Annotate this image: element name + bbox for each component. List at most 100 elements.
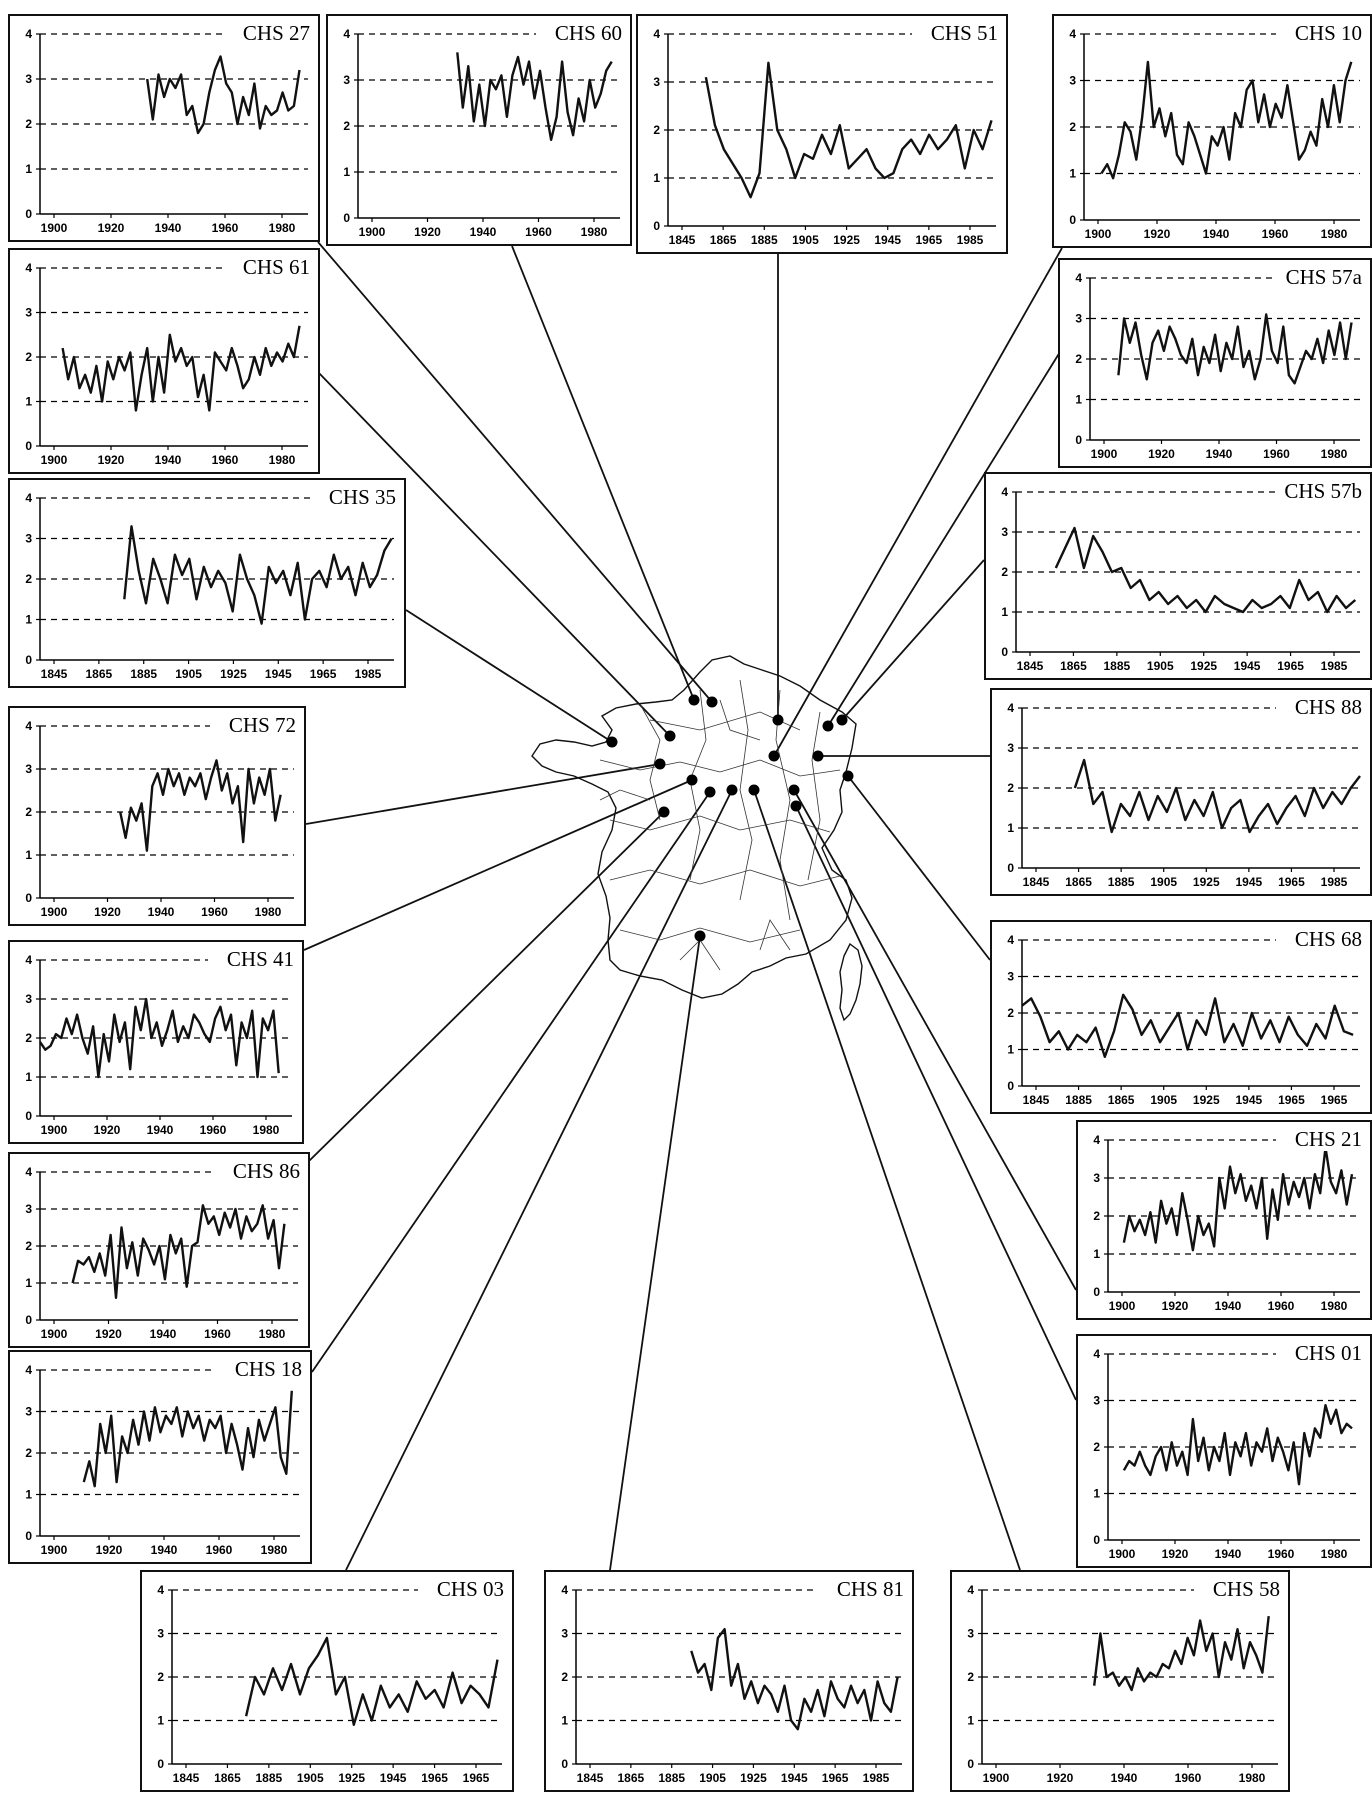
chart-svg-chs-41: 0 1 2 3 4 1900 1920 1940 1960 1980 CHS 41 <box>25 945 298 1137</box>
y-tick-label: 3 <box>1007 970 1014 984</box>
department-border <box>619 927 801 943</box>
y-tick-label: 4 <box>1075 271 1082 285</box>
chart-svg-chs-03: 0 1 2 3 4 1845 1865 1885 1905 1925 1945 1965 1965 CHS… <box>157 1575 508 1785</box>
y-tick-label: 4 <box>25 1363 32 1377</box>
x-tick-label: 1865 <box>1065 875 1092 889</box>
x-tick-label: 1905 <box>1150 875 1177 889</box>
corsica-outline <box>839 942 863 1022</box>
connector-chs-03 <box>345 789 733 1571</box>
chart-panel-chs-35: 0 1 2 3 4 1845 1865 1885 1905 1925 1945 1965 1985 CHS… <box>8 478 406 688</box>
y-tick-label: 0 <box>25 653 32 667</box>
department-border <box>719 699 761 741</box>
x-tick-label: 1885 <box>256 1771 283 1785</box>
x-tick-label: 1925 <box>220 667 247 681</box>
y-tick-label: 4 <box>25 953 32 967</box>
chart-svg-chs-60: 0 1 2 3 4 1900 1920 1940 1960 1980 CHS 60 <box>343 19 626 239</box>
station-dot-chs-58 <box>748 784 760 796</box>
chart-svg-chs-21: 0 1 2 3 4 1900 1920 1940 1960 1980 CHS 21 <box>1093 1125 1366 1313</box>
x-tick-label: 1885 <box>1108 875 1135 889</box>
y-tick-label: 1 <box>25 1488 32 1502</box>
y-tick-label: 2 <box>1007 781 1014 795</box>
x-tick-label: 1845 <box>1023 1093 1050 1107</box>
x-tick-label: 1920 <box>1047 1771 1074 1785</box>
y-tick-label: 4 <box>1093 1347 1100 1361</box>
y-tick-label: 0 <box>25 1313 32 1327</box>
x-tick-label: 1980 <box>1321 227 1348 241</box>
department-border <box>599 789 651 801</box>
x-tick-label: 1945 <box>1236 1093 1263 1107</box>
x-tick-label: 1960 <box>201 905 228 919</box>
y-tick-label: 0 <box>1069 213 1076 227</box>
station-dot-chs-68 <box>842 770 854 782</box>
x-tick-label: 1920 <box>94 1123 121 1137</box>
y-tick-label: 4 <box>25 719 32 733</box>
department-border <box>609 869 841 887</box>
connector-chs-18 <box>311 791 711 1373</box>
series-line-chs-86 <box>71 1204 286 1299</box>
connector-chs-41 <box>303 779 693 951</box>
x-tick-label: 1980 <box>253 1123 280 1137</box>
y-tick-label: 4 <box>1093 1133 1100 1147</box>
x-tick-label: 1960 <box>1268 1299 1295 1313</box>
x-tick-label: 1965 <box>1321 1093 1348 1107</box>
chart-panel-chs-01: 0 1 2 3 4 1900 1920 1940 1960 1980 CHS 01 <box>1076 1334 1372 1568</box>
x-tick-label: 1985 <box>1321 659 1348 673</box>
y-tick-label: 0 <box>25 207 32 221</box>
station-dot-chs-61 <box>664 730 676 742</box>
y-tick-label: 0 <box>1093 1533 1100 1547</box>
y-tick-label: 2 <box>157 1670 164 1684</box>
connector-chs-72 <box>305 763 661 825</box>
x-tick-label: 1965 <box>310 667 337 681</box>
chart-title: CHS 58 <box>1213 1577 1280 1601</box>
x-tick-label: 1900 <box>1109 1299 1136 1313</box>
y-tick-label: 1 <box>157 1714 164 1728</box>
x-tick-label: 1960 <box>200 1123 227 1137</box>
y-tick-label: 4 <box>967 1583 974 1597</box>
department-border <box>739 679 753 901</box>
x-tick-label: 1905 <box>792 233 819 247</box>
station-dot-chs-35 <box>606 736 618 748</box>
y-tick-label: 1 <box>25 848 32 862</box>
y-tick-label: 3 <box>25 72 32 86</box>
x-tick-label: 1985 <box>863 1771 890 1785</box>
series-line-chs-41 <box>39 997 280 1079</box>
x-tick-label: 1905 <box>1147 659 1174 673</box>
y-tick-label: 3 <box>1007 741 1014 755</box>
chart-panel-chs-68: 0 1 2 3 4 1845 1885 1865 1905 1925 1945 1965 1965 CHS… <box>990 920 1372 1114</box>
y-tick-label: 2 <box>653 123 660 137</box>
x-tick-label: 1945 <box>265 667 292 681</box>
x-tick-label: 1945 <box>1234 659 1261 673</box>
station-dot-chs-86 <box>658 806 670 818</box>
connector-chs-10 <box>773 247 1063 757</box>
y-tick-label: 1 <box>1069 167 1076 181</box>
series-line-chs-61 <box>61 325 301 412</box>
station-dot-chs-18 <box>704 786 716 798</box>
chart-svg-chs-10: 0 1 2 3 4 1900 1920 1940 1960 1980 CHS 10 <box>1069 19 1366 241</box>
x-tick-label: 1960 <box>212 453 239 467</box>
y-tick-label: 0 <box>1007 1079 1014 1093</box>
chart-panel-chs-21: 0 1 2 3 4 1900 1920 1940 1960 1980 CHS 21 <box>1076 1120 1372 1320</box>
chart-title-bg <box>216 1355 306 1381</box>
series-line-chs-58 <box>1093 1615 1270 1692</box>
x-tick-label: 1845 <box>669 233 696 247</box>
chart-panel-chs-18: 0 1 2 3 4 1900 1920 1940 1960 1980 CHS 18 <box>8 1350 312 1564</box>
x-tick-label: 1940 <box>1203 227 1230 241</box>
chart-title-bg <box>1194 1575 1284 1601</box>
x-tick-label: 1920 <box>98 221 125 235</box>
y-tick-label: 3 <box>1001 525 1008 539</box>
x-tick-label: 1945 <box>380 1771 407 1785</box>
station-dot-chs-81 <box>694 930 706 942</box>
x-tick-label: 1980 <box>1321 447 1348 461</box>
y-tick-label: 2 <box>25 350 32 364</box>
x-tick-label: 1885 <box>130 667 157 681</box>
x-tick-label: 1920 <box>1144 227 1171 241</box>
y-tick-label: 3 <box>25 532 32 546</box>
y-tick-label: 4 <box>653 27 660 41</box>
series-line-chs-21 <box>1122 1146 1354 1252</box>
series-line-chs-68 <box>1021 993 1354 1058</box>
department-border <box>679 939 721 971</box>
y-tick-label: 0 <box>25 1109 32 1123</box>
x-tick-label: 1980 <box>255 905 282 919</box>
y-tick-label: 4 <box>157 1583 164 1597</box>
station-dot-chs-01 <box>790 800 802 812</box>
